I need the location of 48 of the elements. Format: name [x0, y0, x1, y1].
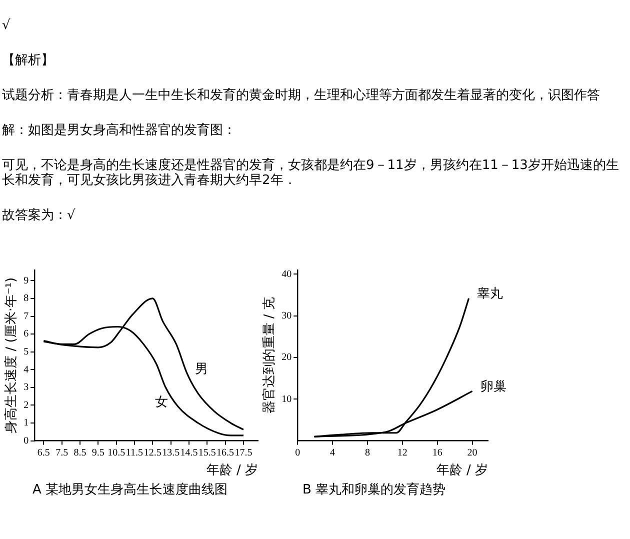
y-tick-label: 3: [24, 382, 29, 394]
y-tick-label: 7: [24, 310, 29, 322]
y-tick-label: 1: [24, 418, 29, 429]
text: √: [2, 18, 12, 33]
text: 故答案为：√: [2, 208, 76, 223]
x-tick-label: 4: [330, 447, 336, 458]
x-tick-label: 17.5: [234, 447, 252, 458]
x-tick-label: 8: [364, 447, 370, 458]
y-tick-label: 30: [282, 310, 292, 322]
text: 试题分析：青春期是人一生中生长和发育的黄金时期，生理和心理等方面都发生着显著的变化，识图作答: [2, 88, 601, 103]
x-tick-label: 6.5: [37, 447, 50, 458]
text: B 睾丸和卵巢的发育趋势: [302, 482, 446, 498]
x-tick-label: 12: [397, 447, 408, 458]
series-label: 睾丸: [476, 286, 503, 302]
y-tick-label: 10: [282, 394, 292, 405]
y-tick-label: 5: [24, 346, 29, 358]
series-label: 女: [155, 395, 168, 410]
x-axis-title: 年龄 / 岁: [436, 462, 488, 478]
text: 可见，不论是身高的生长速度还是性器官的发育，女孩都是约在9－11岁，男孩约在11－13岁开始迅速的生长和发育，可见女孩比男孩进入青春期大约早2年．: [2, 158, 620, 188]
y-tick-label: 8: [24, 293, 29, 304]
y-tick-label: 2: [24, 400, 29, 411]
x-tick-label: 0: [295, 447, 300, 458]
y-tick-label: 0: [24, 435, 29, 446]
y-tick-label: 6: [24, 328, 29, 340]
y-axis-title: 器官达到的重量 / 克: [261, 297, 278, 414]
x-tick-label: 11.5: [126, 447, 144, 458]
text: A 某地男女生身高生长速度曲线图: [32, 482, 228, 498]
y-tick-label: 20: [282, 352, 292, 364]
y-tick-label: 40: [282, 268, 292, 280]
series-label: 卵巢: [480, 380, 506, 395]
x-tick-label: 15.5: [198, 447, 216, 458]
y-axis-title: 身高生长速度 / (厘米·年⁻¹): [3, 277, 20, 434]
text: 解：如图是男女身高和性器官的发育图：: [2, 123, 237, 138]
x-tick-label: 9.5: [92, 447, 104, 458]
x-tick-label: 14.5: [180, 447, 198, 458]
text: 【解析】: [2, 53, 55, 68]
x-tick-label: 10.5: [108, 447, 126, 458]
x-tick-label: 12.5: [144, 447, 162, 458]
x-tick-label: 7.5: [56, 447, 68, 458]
x-tick-label: 8.5: [74, 447, 86, 458]
x-tick-label: 16: [432, 447, 442, 458]
x-tick-label: 20: [467, 447, 478, 458]
x-tick-label: 13.5: [162, 447, 180, 458]
x-axis-title: 年龄 / 岁: [206, 462, 258, 478]
series-label: 男: [195, 362, 208, 378]
y-tick-label: 9: [24, 275, 29, 286]
y-tick-label: 4: [24, 364, 29, 376]
x-tick-label: 16.5: [216, 447, 234, 458]
